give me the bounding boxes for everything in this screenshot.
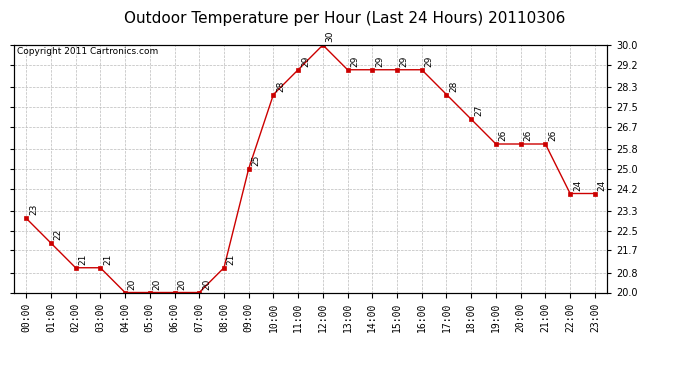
Text: 21: 21 [79, 254, 88, 265]
Text: 26: 26 [499, 130, 508, 141]
Text: 29: 29 [424, 56, 433, 67]
Text: 24: 24 [573, 180, 582, 191]
Text: 29: 29 [301, 56, 310, 67]
Text: 30: 30 [326, 31, 335, 42]
Text: 20: 20 [177, 278, 186, 290]
Text: 23: 23 [29, 204, 38, 216]
Text: 21: 21 [227, 254, 236, 265]
Text: 22: 22 [54, 229, 63, 240]
Text: 26: 26 [524, 130, 533, 141]
Text: 27: 27 [474, 105, 483, 117]
Text: 29: 29 [375, 56, 384, 67]
Text: Outdoor Temperature per Hour (Last 24 Hours) 20110306: Outdoor Temperature per Hour (Last 24 Ho… [124, 11, 566, 26]
Text: 24: 24 [598, 180, 607, 191]
Text: 29: 29 [351, 56, 359, 67]
Text: 26: 26 [548, 130, 557, 141]
Text: 29: 29 [400, 56, 408, 67]
Text: 21: 21 [103, 254, 112, 265]
Text: 20: 20 [202, 278, 211, 290]
Text: Copyright 2011 Cartronics.com: Copyright 2011 Cartronics.com [17, 48, 158, 57]
Text: 28: 28 [449, 80, 458, 92]
Text: 25: 25 [251, 154, 260, 166]
Text: 20: 20 [128, 278, 137, 290]
Text: 28: 28 [276, 80, 285, 92]
Text: 20: 20 [152, 278, 161, 290]
